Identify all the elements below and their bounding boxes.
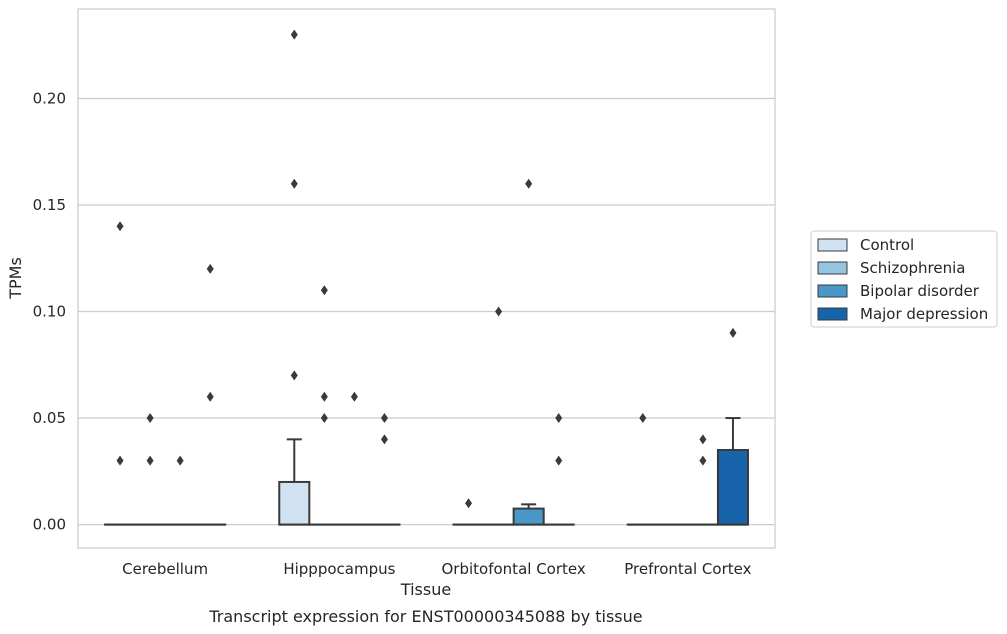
x-tick-labels: Cerebellum Hipppocampus Orbitofontal Corte… <box>122 560 751 578</box>
legend-label: Schizophrenia <box>860 259 965 277</box>
plot-area-frame <box>77 8 776 549</box>
boxes <box>104 29 749 526</box>
box <box>512 507 545 526</box>
box-group <box>194 263 227 526</box>
legend-label: Control <box>860 236 914 254</box>
x-tick-label: Orbitofontal Cortex <box>442 560 586 578</box>
outlier-point <box>555 413 563 424</box>
legend-swatch <box>817 284 848 298</box>
outlier-point <box>380 413 388 424</box>
box-group <box>482 306 515 526</box>
legend: Control Schizophrenia Bipolar disorder Majo… <box>810 230 998 328</box>
box-group <box>716 327 749 526</box>
outlier-point <box>699 434 707 445</box>
x-tick-label: Cerebellum <box>122 560 208 578</box>
outlier-point <box>290 370 298 381</box>
outlier-point <box>290 178 298 189</box>
outlier-point <box>699 455 707 466</box>
y-tick-label: 0.15 <box>33 196 66 214</box>
box <box>278 480 311 526</box>
outlier-point <box>206 263 214 274</box>
outlier-point <box>146 455 154 466</box>
outlier-point <box>116 455 124 466</box>
box-group <box>338 391 371 526</box>
y-axis-label: TPMs <box>6 257 25 300</box>
outlier-point <box>555 455 563 466</box>
x-tick-label: Prefrontal Cortex <box>624 560 751 578</box>
legend-swatch <box>817 307 848 321</box>
legend-label: Bipolar disorder <box>860 282 980 300</box>
box-group <box>452 498 485 526</box>
outlier-point <box>350 391 358 402</box>
chart-caption: Transcript expression for ENST0000034508… <box>208 607 642 626</box>
box-group <box>278 29 311 526</box>
box-group <box>368 413 401 526</box>
y-tick-labels: 0.00 0.05 0.10 0.15 0.20 <box>33 89 66 533</box>
x-tick-label: Hipppocampus <box>283 560 395 578</box>
y-tick-label: 0.00 <box>33 516 66 534</box>
box <box>716 449 749 526</box>
x-axis-label: Tissue <box>400 580 451 599</box>
box-group <box>542 413 575 526</box>
outlier-point <box>465 498 473 509</box>
box-group <box>308 285 341 526</box>
outlier-point <box>116 221 124 232</box>
box-group <box>626 413 659 526</box>
outlier-point <box>729 327 737 338</box>
box-group <box>104 221 137 526</box>
outlier-point <box>176 455 184 466</box>
outlier-point <box>639 413 647 424</box>
legend-frame <box>810 230 998 328</box>
outlier-point <box>525 178 533 189</box>
legend-swatch <box>817 261 848 275</box>
y-tick-label: 0.05 <box>33 409 66 427</box>
outlier-point <box>290 29 298 40</box>
box-group <box>686 434 719 526</box>
outlier-point <box>146 413 154 424</box>
box-group <box>134 413 167 526</box>
legend-swatch <box>817 238 848 252</box>
y-tick-label: 0.20 <box>33 89 66 107</box>
outlier-point <box>320 391 328 402</box>
outlier-point <box>380 434 388 445</box>
box-group <box>164 455 197 526</box>
outlier-point <box>206 391 214 402</box>
outlier-point <box>320 285 328 296</box>
legend-label: Major depression <box>860 305 988 323</box>
outlier-point <box>320 413 328 424</box>
box-group <box>512 178 545 526</box>
outlier-point <box>495 306 503 317</box>
y-tick-label: 0.10 <box>33 303 66 321</box>
